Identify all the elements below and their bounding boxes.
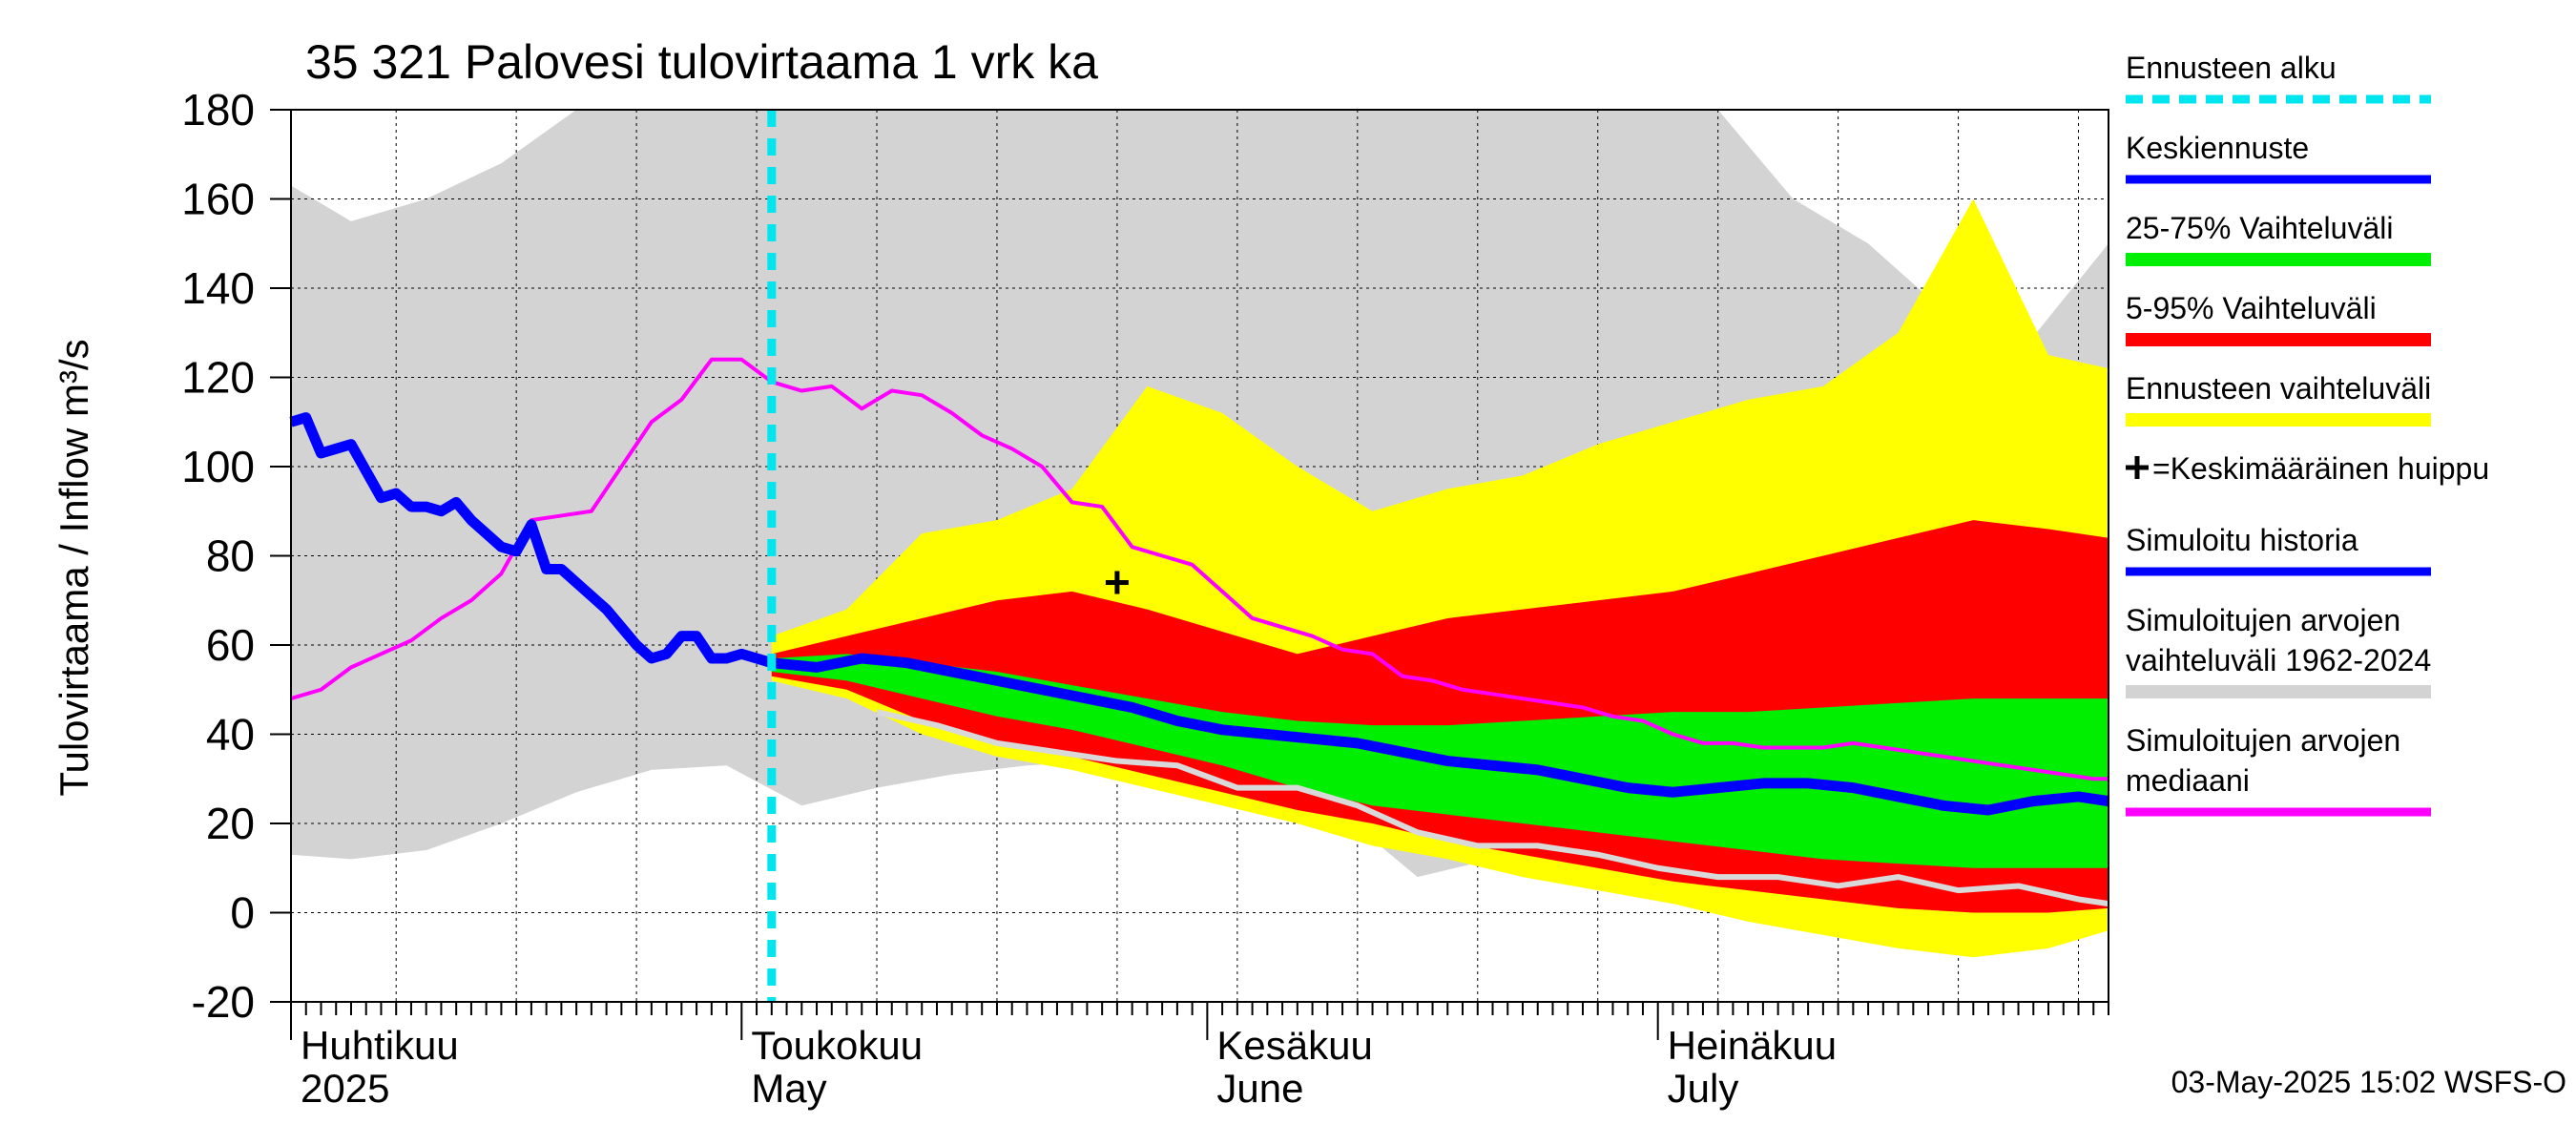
mean-peak-marker [1105,571,1129,594]
legend-label: Simuloitujen arvojen [2126,603,2400,637]
legend-label: mediaani [2126,763,2250,798]
y-tick-label: 60 [206,620,255,670]
x-month-label: Huhtikuu [301,1023,459,1068]
legend-label: Simuloitu historia [2126,523,2358,557]
y-tick-label: 140 [181,263,255,313]
y-tick-label: 40 [206,710,255,760]
simulated-history-line [289,412,774,668]
legend-plus-icon [2126,456,2149,479]
y-tick-label: 160 [181,175,255,224]
x-month-label: Heinäkuu [1668,1023,1837,1068]
y-tick-label: 120 [181,353,255,403]
timestamp: 03-May-2025 15:02 WSFS-O [2171,1065,2566,1099]
legend-label: 5-95% Vaihteluväli [2126,291,2377,325]
x-month-label: Kesäkuu [1216,1023,1372,1068]
x-month-sublabel: 2025 [301,1066,389,1111]
legend-label: Ennusteen vaihteluväli [2126,371,2431,406]
legend: Ennusteen alku Keskiennuste 25-75% Vaihtel… [2126,51,2489,817]
legend-label: Simuloitujen arvojen [2126,723,2400,758]
sample-trace-line [876,709,2109,907]
x-month-label: Toukokuu [751,1023,923,1068]
y-tick-label: 20 [206,799,255,848]
y-tick-label: 100 [181,442,255,491]
y-tick-label: 180 [181,85,255,135]
legend-label: Keskiennuste [2126,131,2309,165]
x-month-sublabel: July [1668,1066,1739,1111]
x-month-sublabel: June [1216,1066,1303,1111]
y-tick-label: 80 [206,531,255,581]
median-line [290,357,2109,781]
marks-layer [767,110,1129,1002]
legend-label: 25-75% Vaihteluväli [2126,211,2393,245]
legend-label: =Keskimääräinen huippu [2152,451,2489,486]
legend-label: vaihteluväli 1962-2024 [2126,643,2431,677]
chart-title: 35 321 Palovesi tulovirtaama 1 vrk ka [305,35,1098,89]
y-tick-label: 0 [230,888,255,938]
legend-label: Ennusteen alku [2126,51,2337,85]
plot-area [289,109,2109,1003]
y-tick-label: -20 [192,977,255,1027]
x-month-sublabel: May [751,1066,826,1111]
series-lines-layer [289,357,2109,907]
y-axis-label: Tulovirtaama / Inflow m³/s [52,339,96,796]
y-axis: -20 0 20 40 60 80 100 120 140 160 180 [181,85,291,1027]
mean-forecast-line [771,653,2109,816]
